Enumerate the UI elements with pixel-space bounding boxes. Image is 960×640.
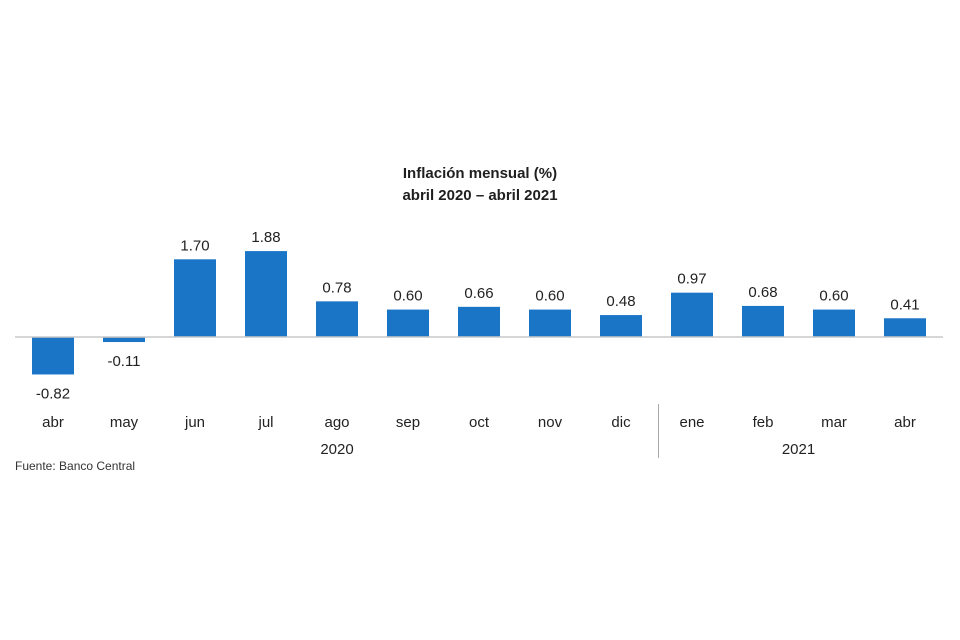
bar xyxy=(103,337,145,343)
bar xyxy=(671,292,713,337)
year-label: 2021 xyxy=(782,441,815,458)
category-label: dic xyxy=(611,414,631,431)
chart-subtitle: abril 2020 – abril 2021 xyxy=(402,187,558,204)
chart-title: Inflación mensual (%) xyxy=(402,165,558,182)
data-label: 0.41 xyxy=(890,296,919,313)
data-label: 0.68 xyxy=(748,284,777,301)
bar xyxy=(529,309,571,337)
category-label: sep xyxy=(396,414,420,431)
data-label: 1.88 xyxy=(251,229,280,246)
data-label: 0.48 xyxy=(606,293,635,310)
category-label: oct xyxy=(469,414,490,431)
data-label: 0.66 xyxy=(464,285,493,302)
data-label: 0.97 xyxy=(677,271,706,288)
data-label: -0.82 xyxy=(36,385,70,402)
chart-title-block: Inflación mensual (%) abril 2020 – abril… xyxy=(0,163,960,207)
bar xyxy=(174,259,216,337)
data-label: 0.60 xyxy=(819,288,848,305)
category-label: jul xyxy=(257,414,273,431)
bar xyxy=(884,318,926,337)
category-label: mar xyxy=(821,414,847,431)
year-label: 2020 xyxy=(320,441,353,458)
category-label: nov xyxy=(538,414,563,431)
category-label: ago xyxy=(324,414,349,431)
bar xyxy=(32,337,74,375)
bar xyxy=(458,306,500,337)
category-label: feb xyxy=(753,414,774,431)
category-label: may xyxy=(110,414,139,431)
category-label: abr xyxy=(894,414,916,431)
category-label: abr xyxy=(42,414,64,431)
bar xyxy=(742,305,784,337)
data-label: 1.70 xyxy=(180,237,209,254)
category-label: jun xyxy=(184,414,205,431)
bar xyxy=(387,309,429,337)
bar xyxy=(600,315,642,337)
data-label: 0.60 xyxy=(393,288,422,305)
data-label: -0.11 xyxy=(107,353,140,370)
category-label: ene xyxy=(679,414,704,431)
bar xyxy=(245,251,287,337)
source-note: Fuente: Banco Central xyxy=(15,459,136,473)
data-label: 0.78 xyxy=(322,279,351,296)
bar xyxy=(813,309,855,337)
bar xyxy=(316,301,358,337)
data-label: 0.60 xyxy=(535,288,564,305)
